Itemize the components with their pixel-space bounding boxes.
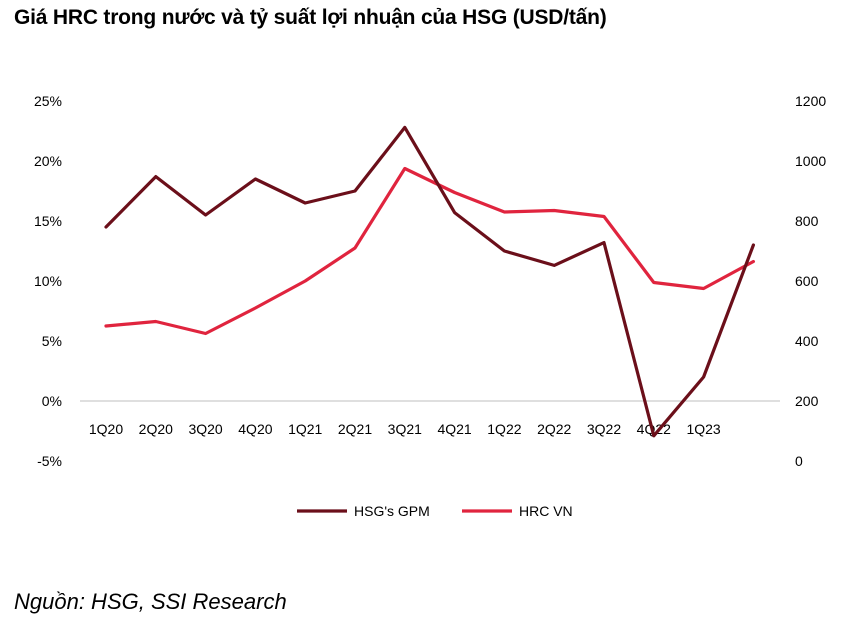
- right-tick-label: 1200: [795, 93, 826, 109]
- x-tick-label: 3Q20: [188, 421, 222, 437]
- x-tick-label: 1Q22: [487, 421, 521, 437]
- x-tick-label: 2Q20: [139, 421, 173, 437]
- left-tick-label: 10%: [34, 273, 62, 289]
- series-line-hsg-gpm: [104, 125, 756, 438]
- source-note: Nguồn: HSG, SSI Research: [14, 589, 287, 614]
- x-tick-label: 1Q23: [686, 421, 720, 437]
- right-tick-label: 0: [795, 453, 803, 469]
- right-tick-label: 200: [795, 393, 819, 409]
- x-axis-labels: 1Q20 2Q20 3Q20 4Q20 1Q21 2Q21 3Q21 4Q21 1Q22 2Q22…: [89, 421, 721, 437]
- right-tick-label: 800: [795, 213, 819, 229]
- left-tick-label: 20%: [34, 153, 62, 169]
- legend-label: HRC VN: [519, 503, 573, 519]
- series-lines: [104, 125, 756, 438]
- x-tick-label: 4Q21: [437, 421, 471, 437]
- x-tick-label: 1Q20: [89, 421, 123, 437]
- x-tick-label: 2Q22: [537, 421, 571, 437]
- left-tick-label: 0%: [42, 393, 62, 409]
- left-tick-label: 15%: [34, 213, 62, 229]
- x-tick-label: 3Q21: [388, 421, 422, 437]
- series-line-hrc-vn: [104, 166, 756, 336]
- x-tick-label: 4Q20: [238, 421, 272, 437]
- right-tick-label: 400: [795, 333, 819, 349]
- x-tick-label: 1Q21: [288, 421, 322, 437]
- left-tick-label: 5%: [42, 333, 62, 349]
- left-axis-ticks: 25% 20% 15% 10% 5% 0% -5%: [34, 93, 62, 469]
- legend: HSG's GPM HRC VN: [297, 503, 573, 519]
- left-tick-label: -5%: [37, 453, 62, 469]
- legend-label: HSG's GPM: [354, 503, 430, 519]
- chart-title: Giá HRC trong nước và tỷ suất lợi nhuận …: [14, 6, 607, 29]
- right-tick-label: 1000: [795, 153, 826, 169]
- left-tick-label: 25%: [34, 93, 62, 109]
- x-tick-label: 3Q22: [587, 421, 621, 437]
- right-axis-ticks: 1200 1000 800 600 400 200 0: [795, 93, 826, 469]
- x-tick-label: 2Q21: [338, 421, 372, 437]
- right-tick-label: 600: [795, 273, 819, 289]
